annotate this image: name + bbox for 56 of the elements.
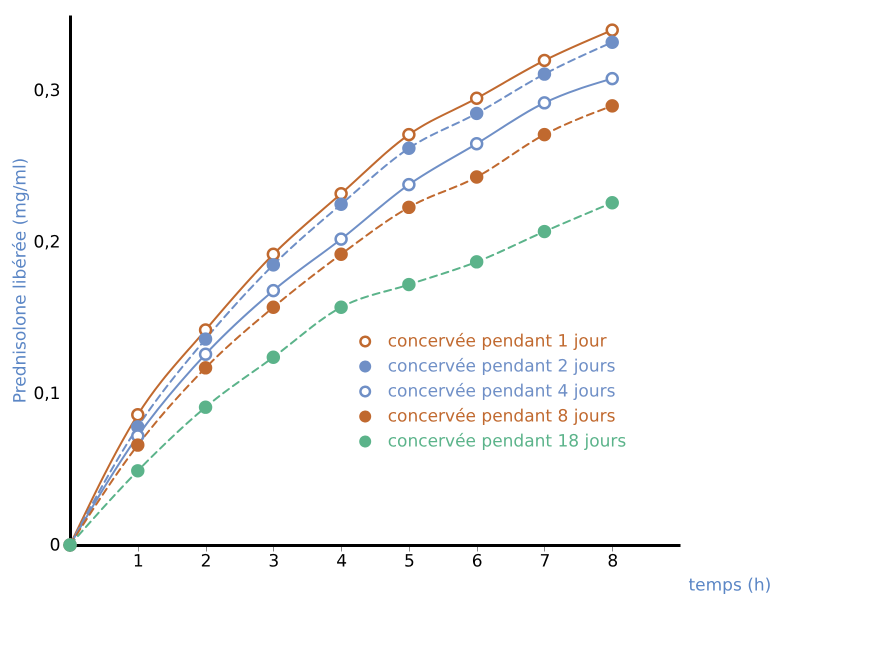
point (198, 332, 212, 346)
point (470, 255, 484, 269)
x-tick-label: 2 (200, 552, 212, 572)
point (470, 92, 484, 105)
x-tick-label: 1 (132, 552, 144, 572)
y-tick-label: 0 (50, 536, 60, 556)
point (131, 464, 145, 478)
legend-label: concervée pendant 8 jours (388, 406, 616, 426)
point (266, 300, 280, 314)
x-tick-label: 6 (472, 552, 483, 572)
x-tick-label: 4 (336, 552, 348, 572)
point (198, 361, 212, 375)
point (470, 106, 484, 120)
x-tick-label: 7 (540, 552, 550, 572)
point (334, 300, 348, 314)
point (334, 248, 348, 261)
y-tick-label: 0,1 (33, 384, 60, 404)
point (605, 99, 619, 113)
point (470, 170, 484, 184)
point (131, 438, 145, 452)
point (605, 72, 619, 86)
point (402, 278, 416, 292)
point (538, 54, 552, 68)
point (266, 248, 280, 261)
point (198, 400, 212, 414)
x-axis-title: temps (h) (688, 576, 772, 596)
point (334, 186, 348, 200)
point (334, 198, 348, 211)
legend-label: concervée pendant 2 jours (388, 356, 616, 376)
x-tick-label: 5 (404, 552, 415, 572)
point (538, 128, 552, 142)
point (605, 23, 619, 37)
point (538, 224, 552, 238)
point (266, 350, 280, 364)
y-tick-label: 0,2 (33, 232, 60, 253)
point (538, 67, 552, 81)
legend-label: concervée pendant 18 jours (388, 432, 626, 452)
point (402, 200, 416, 214)
point (266, 258, 280, 272)
point (402, 178, 416, 192)
y-tick-label: 0,3 (33, 81, 60, 102)
point (198, 347, 212, 361)
point (538, 96, 552, 110)
legend-label: concervée pendant 1 jour (388, 332, 607, 352)
point (470, 137, 484, 150)
point (402, 142, 416, 155)
point (402, 128, 416, 142)
y-axis-title: Prednisolone libérée (mg/ml) (10, 158, 30, 404)
point (131, 408, 145, 422)
point (605, 196, 619, 210)
x-tick-label: 8 (607, 552, 618, 572)
point (266, 284, 280, 298)
legend-label: concervée pendant 4 jours (388, 382, 616, 402)
x-tick-label: 3 (268, 552, 280, 572)
point (605, 36, 619, 49)
point (334, 232, 348, 246)
